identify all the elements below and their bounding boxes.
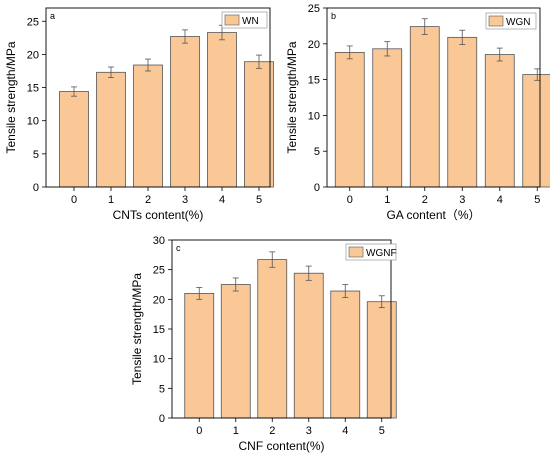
error-bar	[71, 86, 77, 97]
x-tick-label: 5	[534, 194, 540, 206]
error-bar	[305, 265, 312, 281]
y-tick-label: 20	[27, 49, 39, 61]
bar	[244, 61, 274, 188]
plot-frame	[326, 7, 541, 188]
y-tick-label: 20	[308, 39, 320, 51]
error-bar	[378, 295, 385, 309]
panel-letter: a	[50, 11, 55, 21]
bar	[133, 64, 163, 188]
x-tick-label: 3	[459, 194, 465, 206]
chart-panel-c: 0 1 2 3 4 5 0 5 10 15 20 25 30 c WGNF CNF content(%) Ten…	[130, 235, 397, 453]
legend-label: WN	[242, 16, 259, 27]
error-bar	[232, 277, 239, 292]
error-bar	[496, 47, 503, 62]
x-tick-label: 5	[256, 194, 262, 206]
bar	[522, 74, 550, 188]
legend: WN	[221, 11, 268, 29]
bar	[330, 290, 361, 419]
y-tick-label: 10	[27, 116, 39, 128]
y-tick-label: 5	[159, 383, 165, 395]
error-bar	[145, 58, 151, 72]
bar	[220, 284, 251, 419]
plot-frame	[45, 7, 271, 188]
bar	[184, 292, 215, 419]
panel-letter: c	[176, 243, 181, 253]
error-bar	[421, 18, 428, 35]
legend-swatch	[224, 14, 240, 26]
y-tick-label: 0	[33, 182, 39, 194]
legend-swatch	[348, 246, 364, 258]
bar	[484, 54, 515, 188]
bar	[409, 26, 440, 188]
y-tick-label: 25	[27, 16, 39, 28]
x-tick-label: 3	[182, 194, 188, 206]
error-bar	[256, 54, 262, 69]
chart-panel-b: 0 1 2 3 4 5 0 5 10 15 20 25 b WGN GA content（%） Tensile…	[285, 3, 550, 222]
x-tick-label: 0	[347, 194, 353, 206]
bar	[372, 48, 403, 188]
x-tick-label: 2	[422, 194, 428, 206]
y-tick-label: 25	[153, 265, 165, 277]
y-tick-label: 15	[153, 324, 165, 336]
x-tick-label: 4	[219, 194, 225, 206]
y-tick-label: 5	[33, 149, 39, 161]
x-tick-label: 5	[379, 425, 385, 437]
bar	[96, 71, 126, 188]
y-tick-label: 10	[308, 110, 320, 122]
bar	[366, 301, 397, 419]
panel-letter: b	[331, 11, 336, 21]
error-bar	[342, 284, 349, 298]
y-tick-label: 10	[153, 354, 165, 366]
y-tick-label: 5	[314, 146, 320, 158]
error-bar	[182, 29, 188, 44]
y-axis-title: Tensile strength/MPa	[130, 273, 144, 385]
error-bar	[269, 251, 276, 268]
error-bar	[459, 29, 466, 45]
legend-label: WGN	[506, 17, 530, 28]
x-tick-label: 2	[269, 425, 275, 437]
error-bar	[108, 66, 114, 79]
x-axis-title: CNF content(%)	[238, 439, 324, 453]
y-tick-label: 0	[159, 413, 165, 425]
bar	[447, 36, 478, 188]
y-axis-title: Tensile strength/MPa	[285, 41, 299, 153]
chart-panel-a: 0 1 2 3 4 5 0 5 10 15 20 25 a WN CNTs content(%) Tensil…	[4, 7, 274, 222]
bar	[59, 91, 89, 188]
y-axis-title: Tensile strength/MPa	[4, 41, 18, 153]
y-tick-label: 15	[308, 75, 320, 87]
legend: WGNF	[345, 243, 397, 261]
x-tick-label: 0	[71, 194, 77, 206]
bar	[334, 51, 365, 188]
legend-swatch	[488, 15, 504, 27]
y-tick-label: 15	[27, 83, 39, 95]
x-tick-label: 2	[145, 194, 151, 206]
y-tick-label: 20	[153, 294, 165, 306]
legend-label: WGNF	[366, 248, 397, 259]
x-tick-label: 1	[233, 425, 239, 437]
x-tick-label: 3	[306, 425, 312, 437]
error-bar	[196, 287, 203, 300]
error-bar	[534, 68, 541, 81]
x-tick-label: 1	[384, 194, 390, 206]
x-tick-label: 4	[342, 425, 348, 437]
y-tick-label: 25	[308, 3, 320, 15]
bar	[293, 272, 324, 419]
x-tick-label: 4	[497, 194, 503, 206]
x-tick-label: 0	[196, 425, 202, 437]
error-bar	[384, 41, 391, 57]
bar	[170, 36, 200, 188]
error-bar	[346, 45, 353, 60]
bar	[207, 32, 237, 188]
x-axis-title: GA content（%）	[386, 208, 480, 222]
x-axis-title: CNTs content(%)	[113, 208, 204, 222]
legend: WGN	[485, 12, 537, 30]
x-tick-label: 1	[108, 194, 114, 206]
y-tick-label: 30	[153, 235, 165, 247]
y-tick-label: 0	[314, 182, 320, 194]
bar	[257, 259, 288, 419]
